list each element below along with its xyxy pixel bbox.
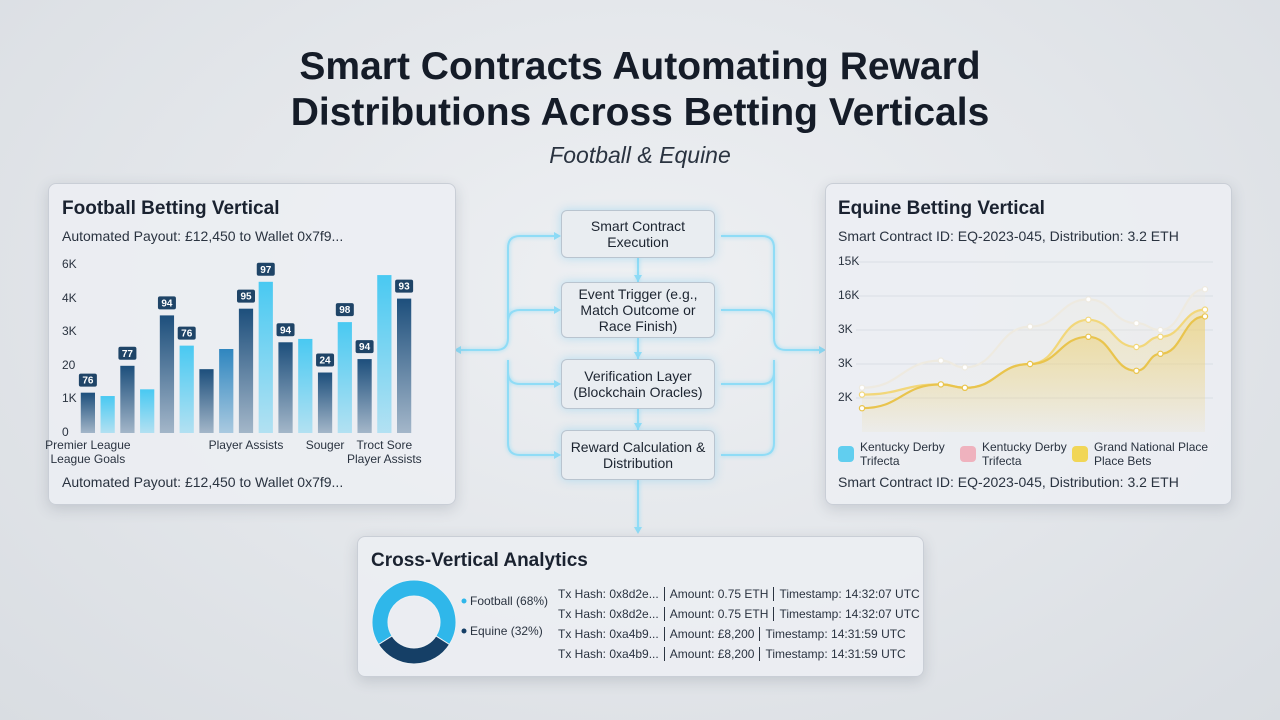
- page-title: Smart Contracts Automating Reward Distri…: [290, 45, 990, 134]
- x-tick-label: Player Assists: [208, 438, 284, 452]
- tx-field: Timestamp: 14:31:59 UTC: [759, 627, 906, 641]
- y-tick-label: 3K: [62, 324, 77, 339]
- y-tick-label: 4K: [62, 290, 77, 305]
- panel-footer: Automated Payout: £12,450 to Wallet 0x7f…: [62, 474, 344, 490]
- panel-caption: Automated Payout: £12,450 to Wallet 0x7f…: [62, 228, 344, 244]
- y-tick-label: 2K: [838, 390, 853, 404]
- page-subtitle: Football & Equine: [549, 142, 731, 168]
- panel-title: Equine Betting Vertical: [838, 198, 1045, 219]
- tx-field: Amount: 0.75 ETH: [663, 607, 768, 621]
- flow-lines: [458, 235, 820, 530]
- x-tick-label: Premier League League Goals: [45, 438, 131, 466]
- connector: [721, 235, 820, 351]
- connector: [458, 235, 555, 351]
- tx-field: Timestamp: 14:32:07 UTC: [773, 587, 920, 601]
- panel-caption: Smart Contract ID: EQ-2023-045, Distribu…: [838, 228, 1179, 244]
- panel-title: Cross-Vertical Analytics: [371, 550, 588, 571]
- x-tick-label: Souger: [305, 438, 345, 452]
- tx-field: Amount: £8,200: [663, 647, 754, 661]
- tx-field: Timestamp: 14:31:59 UTC: [759, 647, 906, 661]
- flow-node: Smart Contract Execution: [561, 210, 715, 258]
- tx-field: Tx Hash: 0xa4b9...: [558, 627, 659, 641]
- tx-field: Tx Hash: 0x8d2e...: [558, 607, 659, 621]
- flow-node: Event Trigger (e.g., Match Outcome or Ra…: [561, 282, 715, 338]
- tx-row: Tx Hash: 0xa4b9... Amount: £8,200 Timestam…: [558, 647, 906, 661]
- arrowhead: [554, 232, 561, 459]
- tx-field: Amount: £8,200: [663, 627, 754, 641]
- flow-node: Reward Calculation & Distribution: [561, 430, 715, 480]
- analytics-panel: [357, 536, 924, 677]
- connector: [507, 309, 555, 456]
- legend-label: Kentucky Derby Trifecta: [860, 440, 945, 468]
- tx-row: Tx Hash: 0x8d2e... Amount: 0.75 ETH Timest…: [558, 587, 920, 601]
- legend-label: Football (68%): [470, 594, 549, 608]
- tx-row: Tx Hash: 0xa4b9... Amount: £8,200 Timestam…: [558, 627, 906, 641]
- legend-label: Grand National Place Place Bets: [1094, 440, 1209, 468]
- y-tick-label: 15K: [838, 254, 860, 268]
- y-tick-label: 20: [62, 357, 76, 372]
- legend-label: Equine (32%): [470, 624, 543, 638]
- y-tick-label: 1K: [62, 391, 77, 406]
- y-tick-label: 3K: [838, 322, 853, 336]
- tx-field: Tx Hash: 0x8d2e...: [558, 587, 659, 601]
- tx-field: Amount: 0.75 ETH: [663, 587, 768, 601]
- y-tick-label: 0: [62, 425, 69, 439]
- tx-row: Tx Hash: 0x8d2e... Amount: 0.75 ETH Timest…: [558, 607, 920, 621]
- y-tick-label: 16K: [838, 288, 860, 302]
- y-tick-label: 3K: [838, 356, 853, 370]
- tx-field: Timestamp: 14:32:07 UTC: [773, 607, 920, 621]
- connector: [721, 309, 775, 456]
- tx-field: Tx Hash: 0xa4b9...: [558, 647, 659, 661]
- flow-node: Verification Layer (Blockchain Oracles): [561, 359, 715, 409]
- panel-title: Football Betting Vertical: [62, 198, 280, 219]
- x-tick-label: Troct Sore Player Assists: [346, 438, 422, 466]
- panel-footer: Smart Contract ID: EQ-2023-045, Distribu…: [838, 474, 1179, 490]
- y-tick-label: 6K: [62, 257, 77, 271]
- legend-label: Kentucky Derby Trifecta: [982, 440, 1067, 468]
